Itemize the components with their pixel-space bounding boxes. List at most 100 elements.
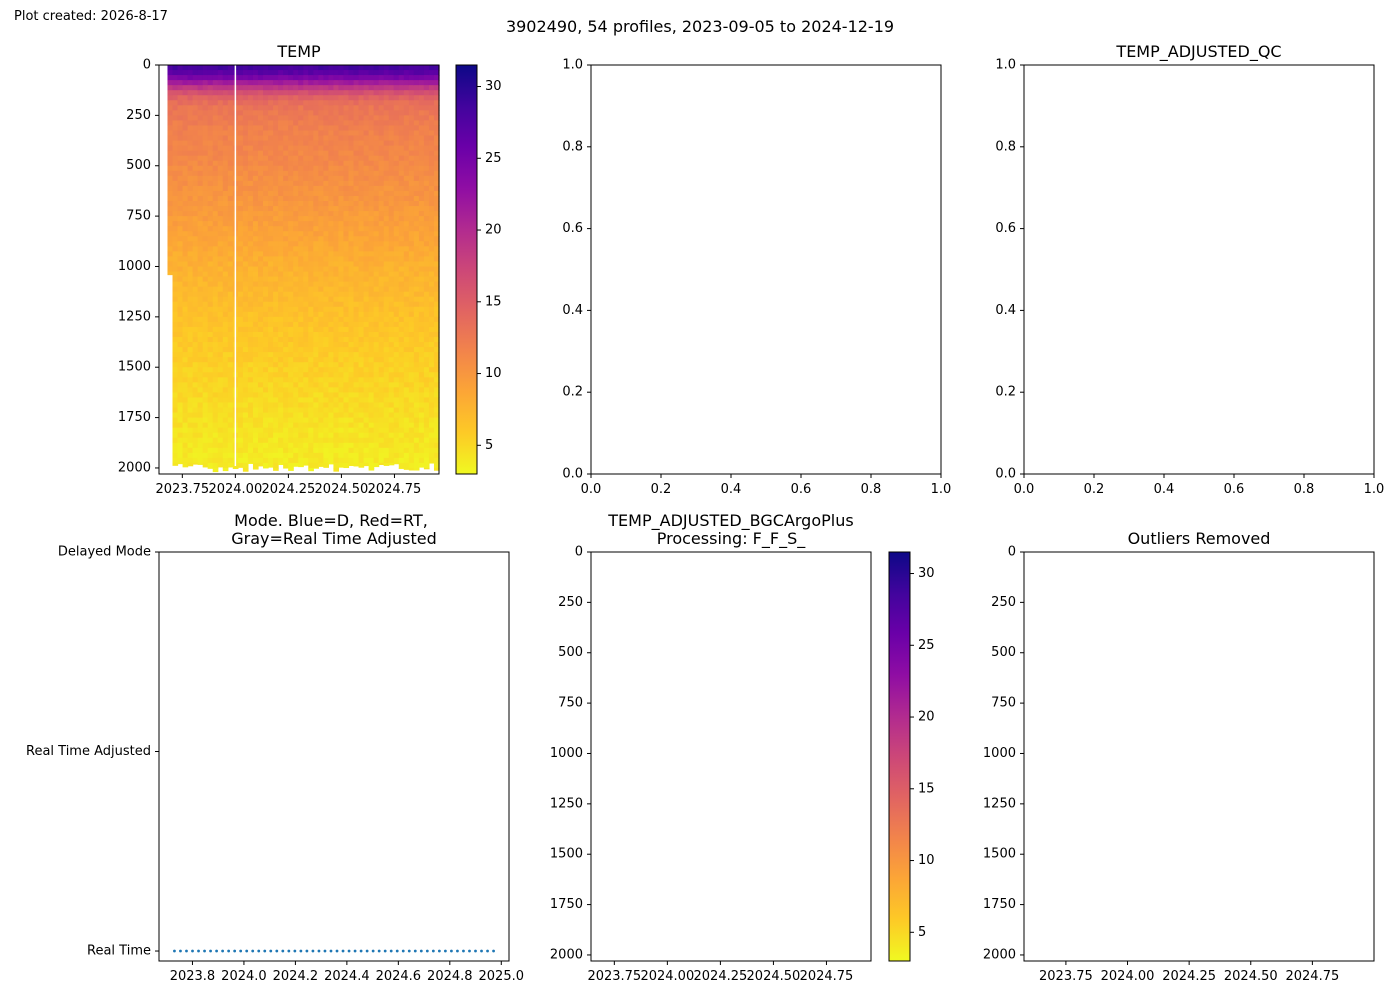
temp-heatmap-cell	[338, 301, 345, 308]
temp-heatmap-cell	[172, 95, 179, 101]
temp-heatmap-cell	[212, 105, 219, 111]
temp-heatmap-cell	[222, 160, 229, 167]
temp-heatmap-cell	[268, 236, 274, 242]
temp-heatmap-cell	[418, 145, 425, 152]
temp-heatmap-cell	[237, 276, 244, 283]
temp-heatmap-cell	[242, 160, 249, 167]
temp-heatmap-cell	[237, 180, 244, 187]
temp-heatmap-cell	[383, 427, 390, 434]
temp-heatmap-cell	[423, 336, 430, 343]
temp-heatmap-cell	[298, 130, 304, 137]
temp-heatmap-cell	[318, 80, 324, 86]
temp-heatmap-cell	[268, 256, 274, 263]
temp-heatmap-cell	[257, 211, 264, 217]
temp-heatmap-cell	[217, 362, 224, 368]
temp-heatmap-cell	[403, 342, 410, 348]
temp-heatmap-cell	[293, 357, 299, 363]
temp-heatmap-cell	[358, 100, 365, 106]
temp-heatmap-cell	[207, 437, 214, 444]
temp-heatmap-cell	[338, 145, 345, 152]
temp-heatmap-cell	[298, 110, 304, 116]
temp-heatmap-cell	[378, 382, 385, 388]
temp-heatmap-cell	[333, 170, 340, 177]
temp-heatmap-cell	[398, 367, 405, 373]
temp-heatmap-cell	[303, 85, 309, 91]
temp-heatmap-cell	[172, 211, 179, 217]
temp-heatmap-cell	[177, 165, 184, 172]
temp-heatmap-cell	[293, 175, 299, 182]
temp-heatmap-cell	[418, 160, 425, 167]
temp-heatmap-cell	[398, 145, 405, 152]
temp-heatmap-cell	[242, 190, 249, 197]
temp-heatmap-cell	[353, 125, 360, 132]
temp-heatmap-cell	[343, 155, 350, 162]
temp-heatmap-cell	[187, 286, 194, 293]
temp-heatmap-cell	[338, 437, 345, 444]
temp-heatmap-cell	[303, 457, 309, 464]
temp-heatmap-cell	[388, 367, 395, 373]
outliers-xtick-label: 2024.25	[1162, 969, 1216, 984]
temp-heatmap-cell	[323, 85, 329, 91]
temp-heatmap-cell	[268, 331, 274, 338]
temp-heatmap-cell	[383, 130, 390, 137]
temp-heatmap-cell	[353, 331, 360, 338]
temp-heatmap-cell	[268, 231, 274, 237]
temp-heatmap-cell	[288, 70, 294, 76]
temp-heatmap-cell	[278, 65, 284, 71]
temp-heatmap-cell	[388, 301, 395, 308]
temp-heatmap-cell	[408, 362, 415, 368]
temp-heatmap-cell	[368, 382, 375, 388]
temp-heatmap-cell	[237, 291, 244, 298]
temp-heatmap-cell	[247, 120, 254, 127]
temp-heatmap-cell	[373, 90, 380, 96]
mode-point	[371, 949, 375, 953]
temp-heatmap-cell	[283, 211, 289, 217]
temp-heatmap-cell	[343, 216, 350, 222]
temp-heatmap-cell	[172, 195, 179, 202]
temp-heatmap-cell	[197, 372, 204, 378]
temp-heatmap-cell	[278, 311, 284, 318]
temp-heatmap-cell	[252, 412, 259, 419]
temp-heatmap-cell	[408, 160, 415, 167]
temp-heatmap-cell	[428, 331, 435, 338]
temp-heatmap-cell	[368, 266, 375, 273]
temp-heatmap-cell	[303, 190, 309, 197]
temp-heatmap-cell	[212, 321, 219, 328]
temp-heatmap-cell	[278, 70, 284, 76]
temp-heatmap-cell	[242, 367, 249, 373]
temp-heatmap-cell	[393, 200, 400, 207]
mode-point	[437, 949, 441, 953]
temp-heatmap-cell	[298, 115, 304, 122]
temp-heatmap-cell	[242, 427, 249, 434]
temp-heatmap-cell	[398, 372, 405, 378]
temp-heatmap-cell	[278, 362, 284, 368]
temp-heatmap-cell	[433, 125, 440, 132]
temp-heatmap-cell	[368, 165, 375, 172]
temp-heatmap-cell	[398, 246, 405, 252]
temp-heatmap-cell	[373, 231, 380, 237]
temp-heatmap-cell	[313, 236, 319, 242]
temp-heatmap-cell	[428, 236, 435, 242]
temp-heatmap-cell	[187, 236, 194, 242]
temp-heatmap-cell	[368, 311, 375, 318]
temp-heatmap-cell	[283, 120, 289, 127]
temp-heatmap-cell	[383, 185, 390, 192]
temp-heatmap-cell	[252, 110, 259, 116]
temp-xtick-label: 2024.00	[208, 482, 262, 497]
temp-heatmap-cell	[383, 170, 390, 177]
temp-heatmap-cell	[418, 85, 425, 91]
temp-heatmap-cell	[383, 160, 390, 167]
temp-heatmap-cell	[368, 392, 375, 399]
temp-heatmap-cell	[328, 246, 335, 252]
temp-heatmap-cell	[283, 200, 289, 207]
temp-heatmap-cell	[252, 180, 259, 187]
temp-heatmap-cell	[263, 231, 269, 237]
temp-heatmap-cell	[172, 442, 179, 449]
temp-heatmap-cell	[343, 382, 350, 388]
temp-heatmap-cell	[217, 342, 224, 348]
temp-heatmap-cell	[257, 407, 264, 414]
temp-heatmap-cell	[293, 352, 299, 358]
temp-heatmap-cell	[237, 221, 244, 227]
temp-heatmap-cell	[433, 447, 440, 454]
temp-heatmap-cell	[257, 437, 264, 444]
